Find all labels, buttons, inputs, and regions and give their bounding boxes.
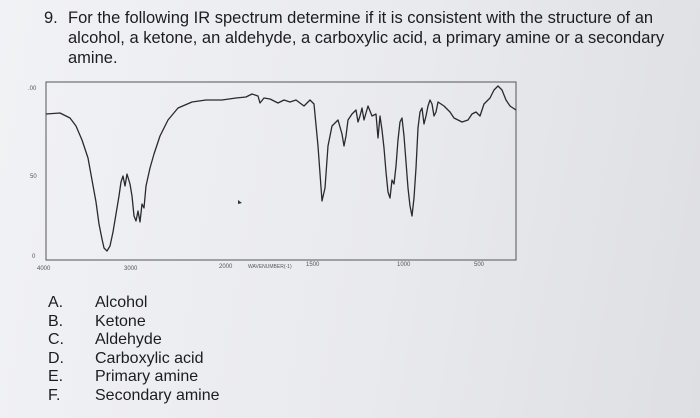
option-letter: A. <box>48 294 64 311</box>
y-top-label: .00 <box>28 86 37 92</box>
x-tick-2000: 2000 <box>219 264 233 270</box>
option-letter: B. <box>48 312 64 330</box>
spectrum-trace <box>45 85 517 252</box>
x-tick-1000: 1000 <box>397 262 411 268</box>
option-label: Primary amine <box>95 368 199 386</box>
x-tick-4000: 4000 <box>37 266 51 272</box>
option-label: Carboxylic acid <box>95 349 204 367</box>
ir-spectrum: .00 50 0 4000 3000 2000 1500 1000 500 WA… <box>28 81 517 272</box>
y-mid-label: 50 <box>30 174 37 180</box>
option-label: Alcohol <box>95 294 148 311</box>
x-axis-label: WAVENUMBER(-1) <box>248 264 292 270</box>
option-label: Aldehyde <box>95 331 162 349</box>
option-label: Ketone <box>95 312 146 330</box>
x-tick-3000: 3000 <box>124 266 138 272</box>
question-text: For the following IR spectrum determine … <box>68 9 665 67</box>
question-number: 9. <box>44 9 58 27</box>
option-letter: C. <box>48 331 64 349</box>
x-tick-500: 500 <box>474 262 485 268</box>
option-label: Secondary amine <box>95 386 220 404</box>
question: 9. For the following IR spectrum determi… <box>44 8 674 68</box>
option-letter: E. <box>48 368 64 386</box>
option-letter: F. <box>48 386 61 404</box>
option-letter: D. <box>48 349 64 367</box>
plot-frame <box>45 81 517 261</box>
y-bottom-label: 0 <box>32 254 36 260</box>
arrow-mark <box>238 200 242 204</box>
x-tick-1500: 1500 <box>306 262 320 268</box>
